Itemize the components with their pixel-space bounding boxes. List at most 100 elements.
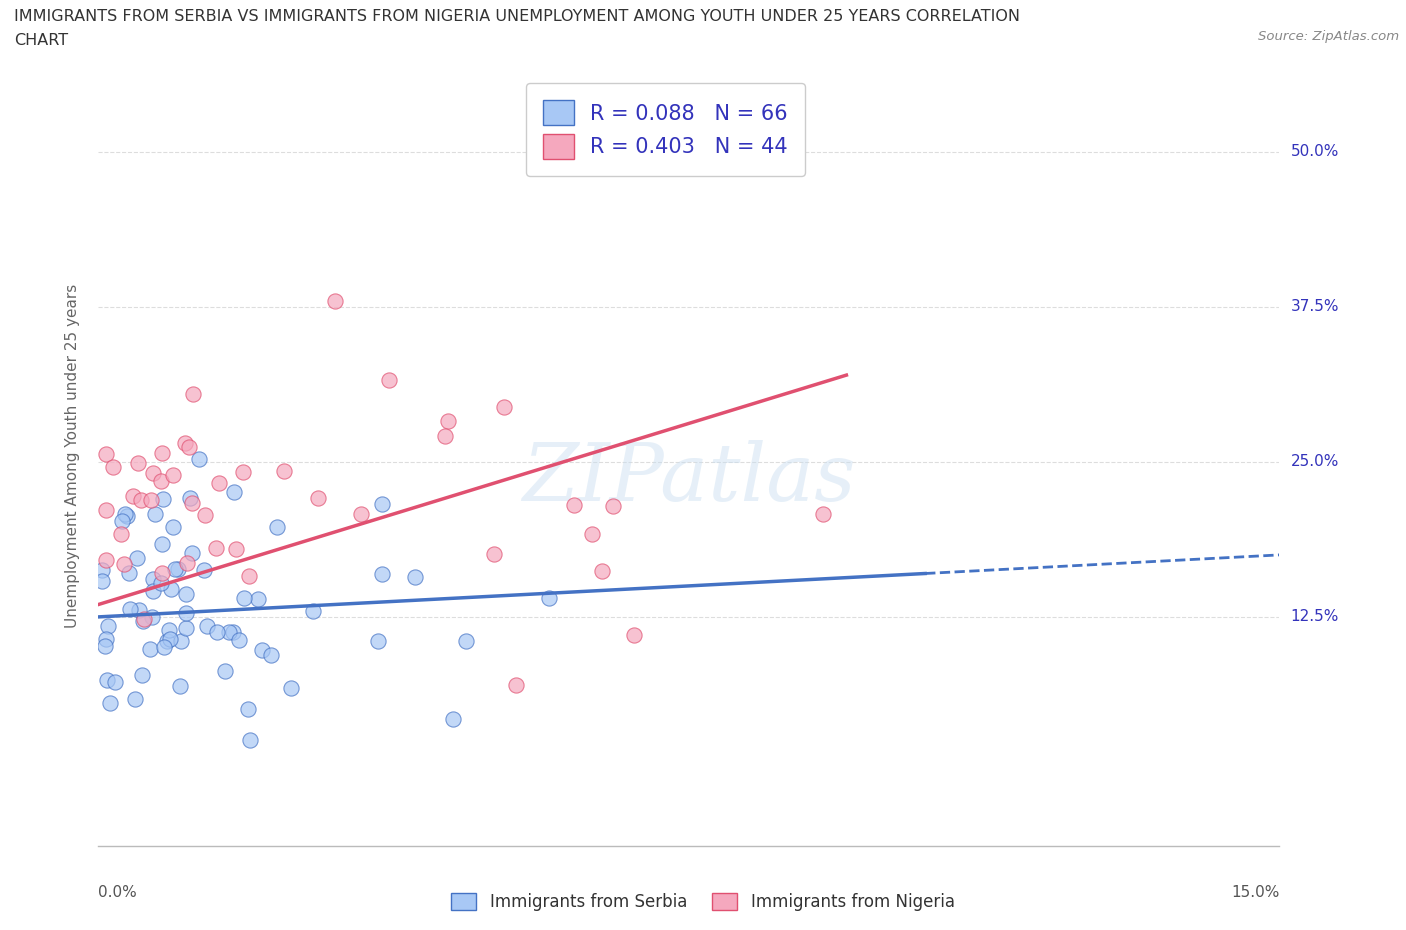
Point [454, 633, 477, 648]
Point [193, 563, 215, 578]
Point [97, 618, 120, 633]
Text: Source: ZipAtlas.com: Source: ZipAtlas.com [1258, 30, 1399, 43]
Point [484, 546, 506, 561]
Point [228, 632, 250, 647]
Point [174, 620, 197, 635]
Text: 25.0%: 25.0% [1291, 455, 1339, 470]
Point [208, 476, 231, 491]
Legend: Immigrants from Serbia, Immigrants from Nigeria: Immigrants from Serbia, Immigrants from … [444, 886, 962, 918]
Point [96, 552, 118, 567]
Point [599, 120, 621, 135]
Point [114, 507, 136, 522]
Point [150, 537, 173, 551]
Point [96, 446, 118, 461]
Point [404, 570, 426, 585]
Point [150, 445, 173, 460]
Point [238, 569, 260, 584]
Point [371, 497, 394, 512]
Point [176, 555, 198, 570]
Point [128, 603, 150, 618]
Point [434, 429, 457, 444]
Point [129, 492, 152, 507]
Point [437, 414, 460, 429]
Point [266, 520, 288, 535]
Point [96, 503, 118, 518]
Point [195, 618, 218, 633]
Point [367, 633, 389, 648]
Point [205, 541, 228, 556]
Point [118, 565, 141, 580]
Point [159, 622, 181, 637]
Point [160, 581, 183, 596]
Point [125, 551, 148, 565]
Text: IMMIGRANTS FROM SERBIA VS IMMIGRANTS FROM NIGERIA UNEMPLOYMENT AMONG YOUTH UNDER: IMMIGRANTS FROM SERBIA VS IMMIGRANTS FRO… [14, 9, 1021, 24]
Point [131, 668, 153, 683]
Text: 0.0%: 0.0% [98, 885, 138, 900]
Point [260, 647, 283, 662]
Point [307, 491, 329, 506]
Point [162, 519, 184, 534]
Point [167, 562, 190, 577]
Point [581, 526, 603, 541]
Point [378, 373, 401, 388]
Point [181, 496, 204, 511]
Point [273, 464, 295, 479]
Point [179, 491, 201, 506]
Point [127, 456, 149, 471]
Point [174, 587, 197, 602]
Point [124, 692, 146, 707]
Point [162, 468, 184, 483]
Point [562, 498, 585, 512]
Point [111, 513, 134, 528]
Text: 37.5%: 37.5% [1291, 299, 1339, 314]
Text: CHART: CHART [14, 33, 67, 47]
Point [142, 465, 165, 480]
Point [91, 562, 114, 577]
Point [112, 556, 135, 571]
Point [252, 643, 274, 658]
Point [602, 499, 624, 514]
Point [811, 507, 834, 522]
Point [441, 711, 464, 726]
Point [96, 631, 118, 646]
Point [104, 674, 127, 689]
Text: 12.5%: 12.5% [1291, 609, 1339, 624]
Point [623, 628, 645, 643]
Point [505, 678, 527, 693]
Point [222, 485, 245, 499]
Point [302, 604, 325, 618]
Point [181, 546, 204, 561]
Point [218, 625, 240, 640]
Point [121, 488, 143, 503]
Point [247, 591, 270, 606]
Point [110, 526, 132, 541]
Point [173, 435, 195, 450]
Point [91, 574, 114, 589]
Text: 50.0%: 50.0% [1291, 144, 1339, 159]
Point [323, 293, 346, 308]
Text: ZIPatlas: ZIPatlas [522, 441, 856, 518]
Point [239, 733, 262, 748]
Point [232, 464, 254, 479]
Point [194, 508, 217, 523]
Point [94, 639, 117, 654]
Point [492, 399, 515, 414]
Point [115, 508, 138, 523]
Point [120, 602, 142, 617]
Text: 15.0%: 15.0% [1232, 885, 1279, 900]
Point [142, 572, 165, 587]
Point [143, 507, 166, 522]
Point [141, 610, 163, 625]
Point [187, 452, 209, 467]
Point [132, 612, 155, 627]
Legend: R = 0.088   N = 66, R = 0.403   N = 44: R = 0.088 N = 66, R = 0.403 N = 44 [526, 84, 804, 176]
Point [165, 562, 187, 577]
Point [233, 591, 256, 605]
Point [538, 591, 561, 605]
Point [98, 696, 121, 711]
Point [96, 672, 118, 687]
Point [207, 625, 229, 640]
Point [280, 681, 302, 696]
Point [152, 491, 174, 506]
Point [132, 614, 155, 629]
